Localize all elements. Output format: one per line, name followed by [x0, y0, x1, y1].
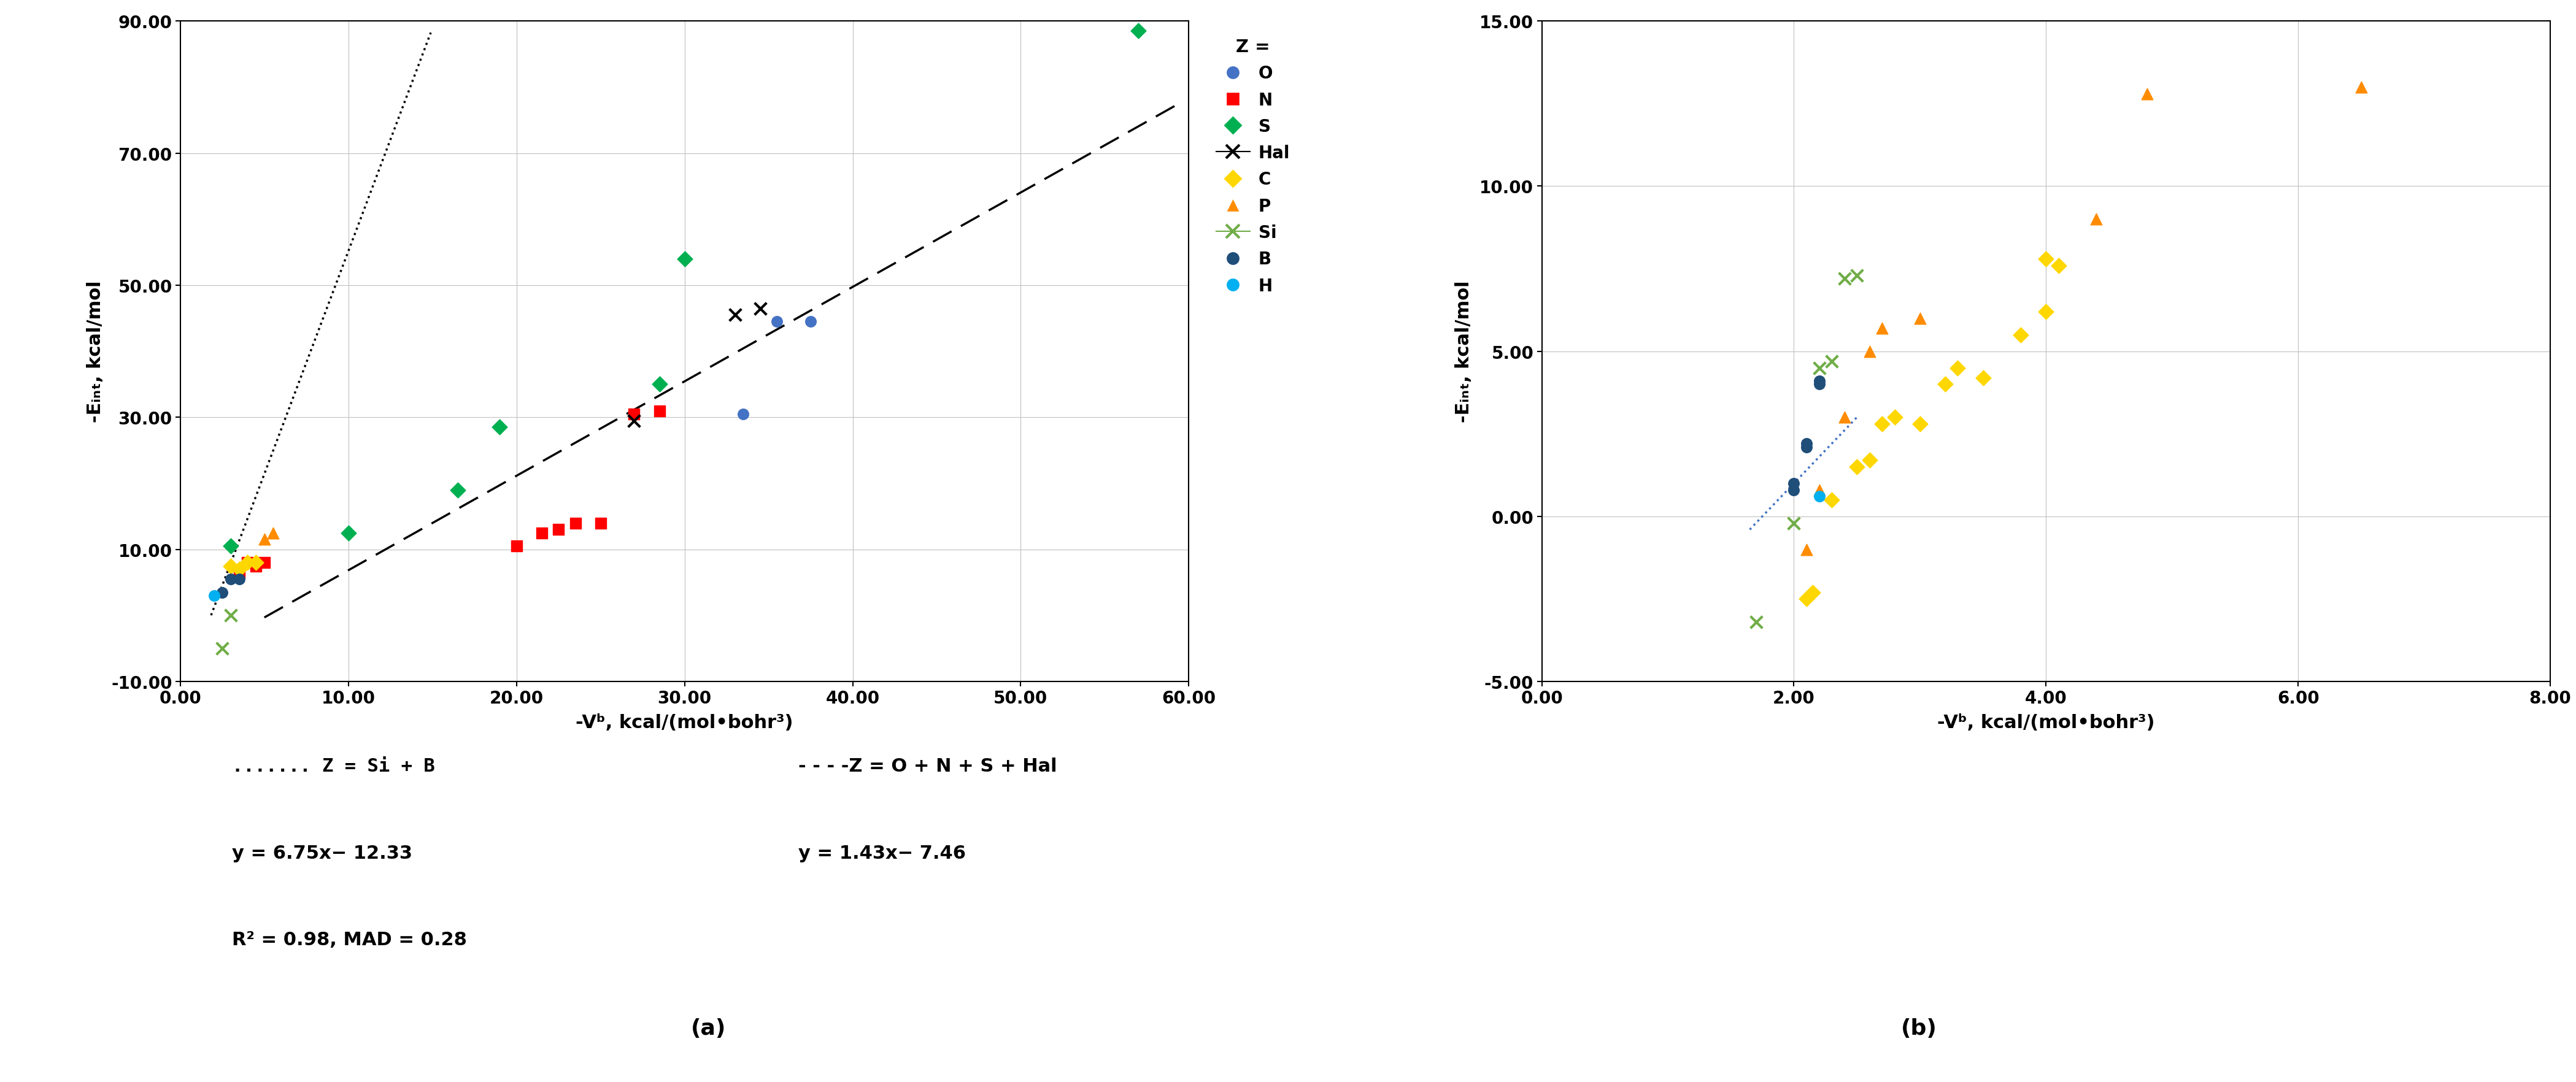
Point	[219, 570, 260, 588]
Point	[1118, 23, 1159, 40]
Point	[245, 554, 286, 571]
Point	[252, 525, 294, 542]
Point	[739, 300, 781, 317]
Point	[554, 515, 595, 532]
Point	[2038, 258, 2079, 275]
Point	[2342, 79, 2383, 96]
Point	[438, 481, 479, 499]
Point	[327, 525, 368, 542]
Point	[613, 406, 654, 423]
Point	[211, 607, 252, 624]
Point	[1837, 459, 1878, 476]
Point	[724, 406, 765, 423]
Point	[791, 314, 832, 331]
Point	[234, 554, 276, 571]
Text: (a): (a)	[690, 1018, 726, 1039]
Point	[1824, 409, 1865, 426]
X-axis label: -Vᵇ, kcal/(mol•bohr³): -Vᵇ, kcal/(mol•bohr³)	[1937, 714, 2154, 731]
Point	[613, 412, 654, 430]
Point	[520, 525, 562, 542]
Point	[1937, 359, 1978, 377]
Point	[1793, 584, 1834, 602]
Point	[1862, 415, 1904, 433]
Point	[1798, 377, 1839, 394]
Point	[1899, 415, 1940, 433]
Point	[495, 538, 536, 555]
Point	[1785, 438, 1826, 456]
Point	[1837, 267, 1878, 285]
Point	[1772, 481, 1814, 499]
Y-axis label: -Eᵢₙₜ, kcal/mol: -Eᵢₙₜ, kcal/mol	[88, 280, 106, 423]
Text: y = 1.43x− 7.46: y = 1.43x− 7.46	[799, 844, 966, 861]
Point	[1963, 369, 2004, 386]
Point	[201, 639, 242, 657]
Point	[1798, 372, 1839, 390]
Point	[211, 538, 252, 555]
Point	[234, 557, 276, 575]
Point	[1924, 377, 1965, 394]
Point	[1736, 613, 1777, 631]
Point	[211, 557, 252, 575]
Point	[665, 251, 706, 268]
Point	[1811, 353, 1852, 370]
Y-axis label: -Eᵢₙₜ, kcal/mol: -Eᵢₙₜ, kcal/mol	[1455, 280, 1473, 423]
Point	[1811, 491, 1852, 509]
Text: y = 6.75x− 12.33: y = 6.75x− 12.33	[232, 844, 412, 861]
Point	[1850, 343, 1891, 360]
Point	[1798, 488, 1839, 505]
Point	[193, 588, 234, 605]
Point	[1785, 541, 1826, 558]
Point	[1899, 309, 1940, 327]
Point	[2025, 251, 2066, 268]
Point	[219, 564, 260, 581]
Point	[1875, 409, 1917, 426]
Legend: C, P, Si, B, H: C, P, Si, B, H	[2568, 30, 2576, 197]
Point	[1772, 515, 1814, 532]
Legend: O, N, S, Hal, C, P, Si, B, H: O, N, S, Hal, C, P, Si, B, H	[1208, 30, 1298, 303]
Text: - - - -Z = O + N + S + Hal: - - - -Z = O + N + S + Hal	[799, 757, 1056, 775]
Point	[1785, 591, 1826, 608]
Point	[1798, 359, 1839, 377]
Point	[1772, 475, 1814, 492]
Point	[245, 531, 286, 549]
Point	[211, 570, 252, 588]
Point	[714, 306, 755, 324]
Point	[639, 403, 680, 420]
Point	[1798, 481, 1839, 499]
X-axis label: -Vᵇ, kcal/(mol•bohr³): -Vᵇ, kcal/(mol•bohr³)	[577, 714, 793, 731]
Point	[227, 554, 268, 571]
Point	[757, 314, 799, 331]
Point	[201, 584, 242, 602]
Point	[2125, 85, 2166, 103]
Point	[2076, 211, 2117, 228]
Point	[227, 554, 268, 571]
Point	[1999, 327, 2040, 344]
Point	[580, 515, 621, 532]
Point	[538, 522, 580, 539]
Point	[219, 560, 260, 578]
Point	[2025, 303, 2066, 320]
Point	[639, 375, 680, 393]
Text: R² = 0.98, MAD = 0.28: R² = 0.98, MAD = 0.28	[232, 931, 466, 948]
Point	[1824, 270, 1865, 288]
Text: (b): (b)	[1901, 1018, 1937, 1039]
Text: ....... Z = Si + B: ....... Z = Si + B	[232, 757, 435, 775]
Point	[1785, 435, 1826, 452]
Point	[1862, 320, 1904, 338]
Point	[1850, 452, 1891, 470]
Point	[479, 419, 520, 436]
